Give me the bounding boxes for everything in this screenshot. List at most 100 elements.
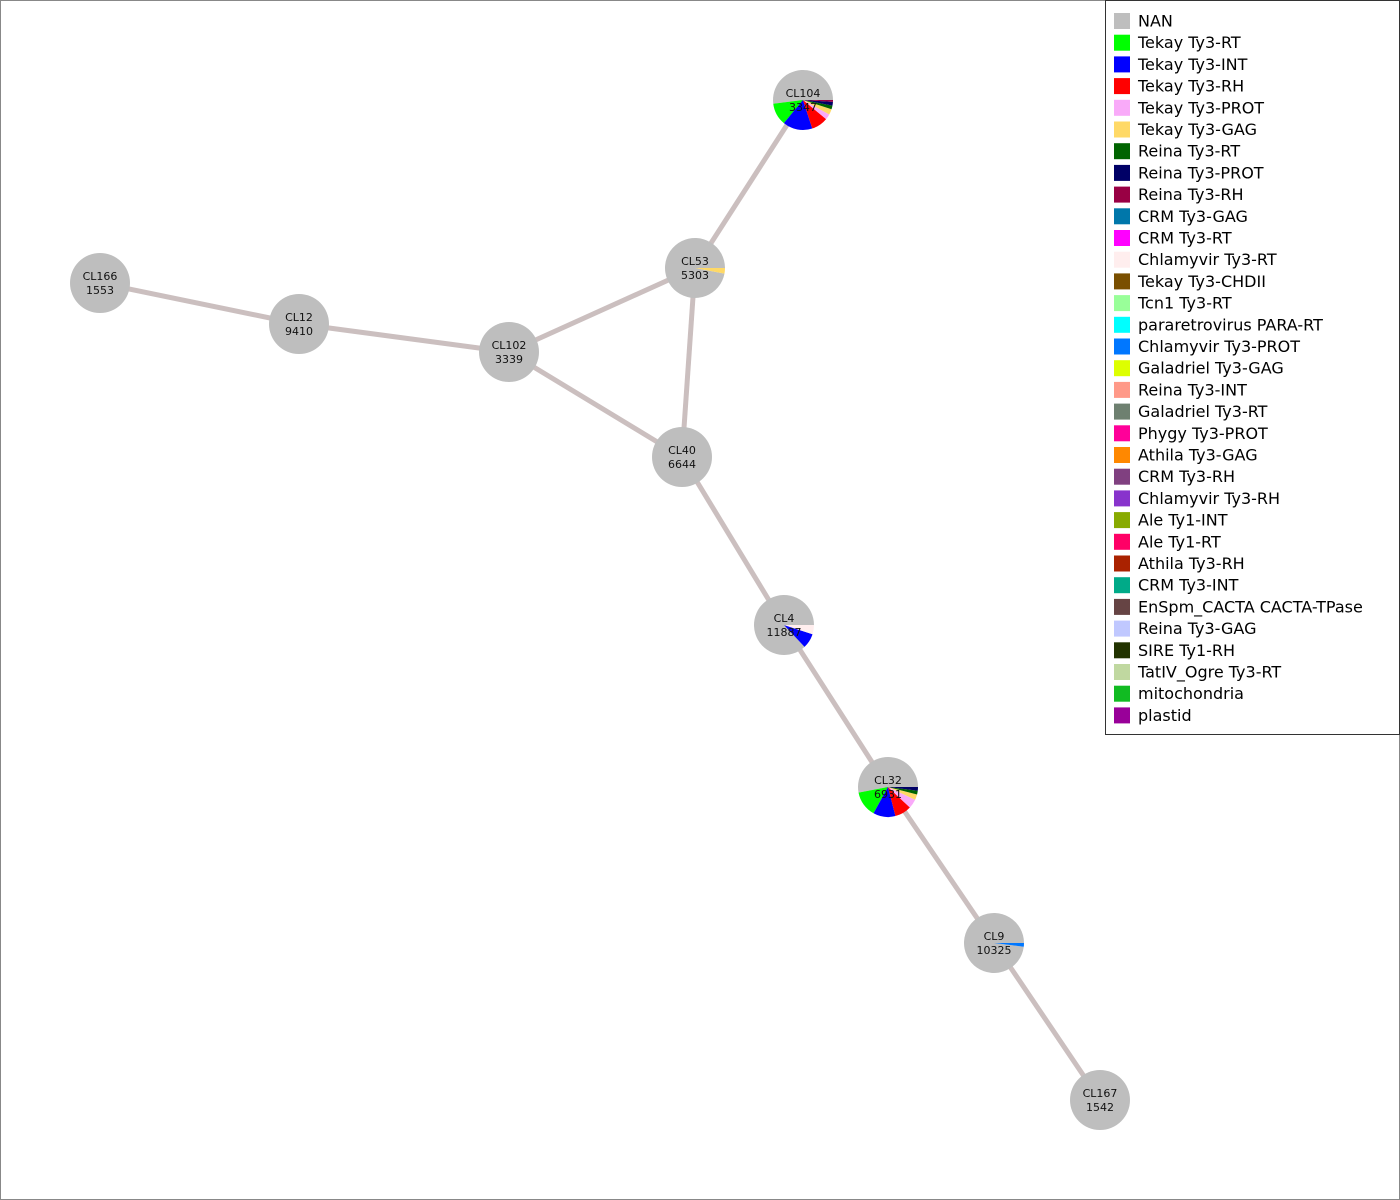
pie-slice — [1070, 1070, 1130, 1130]
pie-slice — [888, 787, 916, 808]
legend-swatch — [1114, 338, 1130, 355]
legend-swatch — [1114, 316, 1130, 333]
edge — [781, 623, 891, 789]
legend-label: Tcn1 Ty3-RT — [1137, 294, 1232, 313]
edge — [679, 267, 698, 458]
pie-slice — [994, 943, 1024, 947]
pie-slice — [803, 100, 830, 120]
legend-label: Ale Ty1-RT — [1138, 532, 1221, 551]
pie-slice — [888, 787, 918, 795]
node-count: 1553 — [86, 284, 114, 297]
node-label: CL53 — [681, 255, 709, 268]
legend-label: Tekay Ty3-RH — [1137, 77, 1244, 96]
legend-swatch — [1114, 143, 1130, 160]
legend-swatch — [1114, 664, 1130, 680]
legend-swatch — [1114, 685, 1130, 702]
legend-label: Tekay Ty3-GAG — [1137, 120, 1257, 139]
legend-label: Athila Ty3-RH — [1138, 554, 1245, 573]
node-count: 9410 — [285, 325, 313, 338]
legend-swatch — [1114, 533, 1130, 550]
node-label: CL166 — [83, 270, 118, 283]
edges — [99, 98, 1103, 1102]
pie-slice — [754, 595, 814, 656]
legend-label: Tekay Ty3-CHDII — [1137, 272, 1266, 291]
legend-box — [1105, 0, 1400, 735]
pie-slice — [873, 787, 896, 817]
legend-label: Reina Ty3-GAG — [1138, 619, 1256, 638]
pie-slice — [888, 787, 918, 791]
legend-label: Reina Ty3-PROT — [1138, 163, 1264, 182]
node-count: 10325 — [977, 944, 1012, 957]
pie-slice — [803, 100, 833, 110]
node-count: 6931 — [874, 788, 902, 801]
legend-label: Chlamyvir Ty3-RT — [1138, 250, 1277, 269]
legend-swatch — [1114, 99, 1130, 116]
legend-swatch — [1114, 642, 1130, 659]
legend-label: Chlamyvir Ty3-RH — [1138, 489, 1280, 508]
legend-swatch — [1114, 381, 1130, 398]
pie-slice — [773, 70, 833, 104]
pie-slice — [888, 787, 910, 817]
edge — [507, 265, 697, 355]
legend-label: plastid — [1138, 706, 1192, 725]
edge — [298, 321, 510, 355]
legend-label: CRM Ty3-RH — [1138, 467, 1235, 486]
node-label: CL102 — [492, 339, 527, 352]
legend-swatch — [1114, 251, 1130, 268]
node-label: CL104 — [786, 87, 821, 100]
legend-label: Tekay Ty3-PROT — [1137, 98, 1264, 117]
pie-slice — [665, 238, 725, 299]
legend-swatch — [1114, 13, 1130, 29]
node-count: 3347 — [789, 101, 817, 114]
pie-slice — [858, 757, 918, 793]
node-count: 6644 — [668, 458, 696, 471]
pie-slice — [773, 100, 803, 124]
edge — [991, 941, 1103, 1102]
node-count: 11887 — [767, 626, 802, 639]
edge — [885, 785, 997, 945]
pie-slice — [695, 268, 725, 274]
legend: NAN Tekay Ty3-RT Tekay Ty3-INT Tekay Ty3-RH… — [1114, 12, 1363, 725]
legend-label: Tekay Ty3-RT — [1137, 33, 1241, 52]
legend-swatch — [1114, 620, 1130, 637]
node-label: CL9 — [984, 930, 1005, 943]
edge — [507, 349, 684, 460]
pie-slice — [784, 625, 815, 635]
pie-slice — [964, 913, 1024, 974]
legend-swatch — [1114, 230, 1130, 246]
pie-slice — [803, 100, 832, 115]
legend-label: EnSpm_CACTA CACTA-TPase — [1138, 597, 1363, 617]
legend-label: Reina Ty3-INT — [1138, 380, 1247, 399]
node-count: 5303 — [681, 269, 709, 282]
pie-slice — [70, 253, 130, 313]
node-label: CL4 — [774, 612, 795, 625]
legend-swatch — [1114, 78, 1130, 95]
legend-label: Reina Ty3-RH — [1138, 185, 1244, 204]
legend-label: CRM Ty3-GAG — [1138, 207, 1248, 226]
legend-label: Athila Ty3-GAG — [1138, 446, 1258, 465]
node-count: 1542 — [1086, 1101, 1114, 1114]
legend-swatch — [1114, 56, 1130, 73]
pie-slice — [858, 787, 888, 814]
legend-label: Galadriel Ty3-GAG — [1138, 359, 1284, 378]
legend-label: NAN — [1138, 12, 1173, 31]
pie-slice — [269, 294, 329, 354]
pie-slice — [803, 100, 833, 102]
node-label: CL32 — [874, 774, 902, 787]
legend-label: mitochondria — [1138, 684, 1244, 703]
legend-label: Tekay Ty3-INT — [1137, 55, 1248, 74]
pie-slice — [803, 100, 827, 129]
legend-swatch — [1114, 121, 1130, 138]
edge — [679, 455, 787, 627]
legend-swatch — [1114, 34, 1130, 51]
legend-label: CRM Ty3-RT — [1138, 229, 1232, 248]
legend-swatch — [1114, 208, 1130, 225]
pie-slice — [803, 100, 833, 106]
node-label: CL40 — [668, 444, 696, 457]
legend-swatch — [1114, 490, 1130, 507]
edge — [692, 98, 806, 270]
legend-swatch — [1114, 447, 1130, 463]
legend-swatch — [1114, 164, 1130, 181]
